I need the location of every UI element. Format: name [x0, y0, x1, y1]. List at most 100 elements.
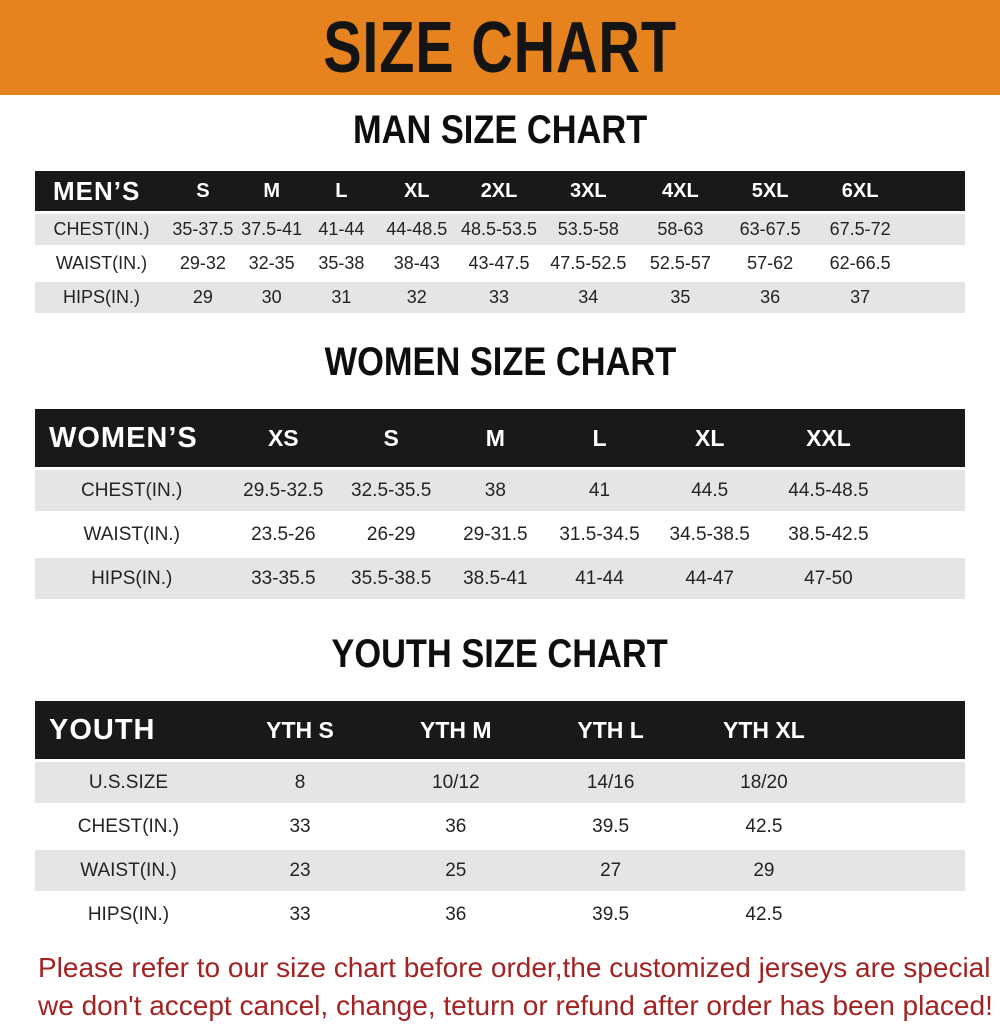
- size-column-header: 3XL: [541, 171, 635, 211]
- size-value-cell: 35: [634, 279, 726, 313]
- size-value-cell: 33-35.5: [228, 555, 339, 599]
- size-value-cell: 27: [533, 847, 688, 891]
- disclaimer-line-2: we don't accept cancel, change, teturn o…: [38, 990, 993, 1021]
- row-label: U.S.SIZE: [35, 759, 222, 803]
- size-column-header: XXL: [766, 409, 965, 467]
- size-value-cell: 39.5: [533, 803, 688, 847]
- size-value-cell: 36: [378, 891, 534, 935]
- size-column-header: L: [305, 171, 378, 211]
- size-value-cell: 38-43: [377, 245, 457, 279]
- size-value-cell: 58-63: [634, 211, 726, 245]
- size-value-cell: 62-66.5: [814, 245, 965, 279]
- size-value-cell: 41-44: [546, 555, 653, 599]
- size-value-cell: 29.5-32.5: [228, 467, 339, 511]
- size-value-cell: 48.5-53.5: [456, 211, 542, 245]
- youth-section-heading: YOUTH SIZE CHART: [331, 632, 669, 676]
- size-value-cell: 38.5-42.5: [766, 511, 965, 555]
- size-column-header: M: [237, 171, 306, 211]
- youth-size-table: YOUTH YTH S YTH M YTH L YTH XL U.S.SIZE …: [35, 701, 965, 935]
- size-column-header: 2XL: [456, 171, 542, 211]
- size-value-cell: 10/12: [378, 759, 534, 803]
- size-value-cell: 29: [167, 279, 238, 313]
- size-value-cell: 29-31.5: [444, 511, 547, 555]
- size-column-header: YTH L: [533, 701, 688, 759]
- womens-size-table: WOMEN’S XS S M L XL XXL CHEST(IN.) 29.5-…: [35, 409, 965, 599]
- size-column-header: XL: [377, 171, 457, 211]
- row-label: WAIST(IN.): [35, 245, 168, 279]
- row-label: WAIST(IN.): [35, 511, 229, 555]
- size-value-cell: 8: [221, 759, 379, 803]
- size-value-cell: 41: [546, 467, 653, 511]
- table-row: CHEST(IN.) 35-37.5 37.5-41 41-44 44-48.5…: [35, 211, 965, 245]
- size-value-cell: 30: [237, 279, 306, 313]
- disclaimer: Please refer to our size chart before or…: [38, 949, 1000, 1025]
- size-value-cell: 29: [687, 847, 965, 891]
- size-column-header: 5XL: [725, 171, 815, 211]
- size-value-cell: 39.5: [533, 891, 688, 935]
- size-value-cell: 67.5-72: [814, 211, 965, 245]
- size-value-cell: 44-47: [652, 555, 767, 599]
- table-row: HIPS(IN.) 33-35.5 35.5-38.5 38.5-41 41-4…: [35, 555, 965, 599]
- row-label: HIPS(IN.): [35, 555, 229, 599]
- banner-title: SIZE CHART: [323, 7, 677, 88]
- mens-size-table: MEN’S S M L XL 2XL 3XL 4XL 5XL 6XL CHEST…: [35, 171, 965, 313]
- table-row: CHEST(IN.) 33 36 39.5 42.5: [35, 803, 965, 847]
- size-value-cell: 14/16: [533, 759, 688, 803]
- size-value-cell: 34.5-38.5: [652, 511, 767, 555]
- size-column-header: M: [444, 409, 547, 467]
- size-value-cell: 44-48.5: [377, 211, 457, 245]
- size-value-cell: 36: [378, 803, 534, 847]
- size-value-cell: 23: [221, 847, 379, 891]
- size-value-cell: 33: [221, 803, 379, 847]
- size-chart-banner: SIZE CHART: [0, 0, 1000, 95]
- size-value-cell: 32.5-35.5: [338, 467, 445, 511]
- size-value-cell: 35-38: [305, 245, 378, 279]
- man-section-heading: MAN SIZE CHART: [352, 108, 648, 152]
- size-value-cell: 32-35: [237, 245, 306, 279]
- table-row: WAIST(IN.) 23.5-26 26-29 29-31.5 31.5-34…: [35, 511, 965, 555]
- size-value-cell: 53.5-58: [541, 211, 635, 245]
- size-value-cell: 38: [444, 467, 547, 511]
- size-value-cell: 23.5-26: [228, 511, 339, 555]
- size-value-cell: 31: [305, 279, 378, 313]
- table-row: U.S.SIZE 8 10/12 14/16 18/20: [35, 759, 965, 803]
- size-column-header: YTH XL: [687, 701, 965, 759]
- size-value-cell: 47.5-52.5: [541, 245, 635, 279]
- table-row: CHEST(IN.) 29.5-32.5 32.5-35.5 38 41 44.…: [35, 467, 965, 511]
- size-value-cell: 42.5: [687, 803, 965, 847]
- size-value-cell: 57-62: [725, 245, 815, 279]
- women-section-heading: WOMEN SIZE CHART: [324, 340, 676, 384]
- size-value-cell: 42.5: [687, 891, 965, 935]
- size-column-header: L: [546, 409, 653, 467]
- size-value-cell: 29-32: [167, 245, 238, 279]
- size-value-cell: 26-29: [338, 511, 445, 555]
- size-value-cell: 33: [221, 891, 379, 935]
- size-column-header: S: [338, 409, 445, 467]
- size-column-header: XL: [652, 409, 767, 467]
- mens-header-row: MEN’S S M L XL 2XL 3XL 4XL 5XL 6XL: [35, 171, 965, 211]
- row-label: HIPS(IN.): [35, 891, 222, 935]
- size-value-cell: 43-47.5: [456, 245, 542, 279]
- size-value-cell: 25: [378, 847, 534, 891]
- size-column-header: YTH M: [378, 701, 534, 759]
- womens-table-title: WOMEN’S: [35, 409, 229, 467]
- size-column-header: 6XL: [814, 171, 965, 211]
- size-value-cell: 47-50: [766, 555, 965, 599]
- size-value-cell: 37.5-41: [237, 211, 306, 245]
- row-label: WAIST(IN.): [35, 847, 222, 891]
- youth-header-row: YOUTH YTH S YTH M YTH L YTH XL: [35, 701, 965, 759]
- size-value-cell: 35-37.5: [167, 211, 238, 245]
- table-row: WAIST(IN.) 29-32 32-35 35-38 38-43 43-47…: [35, 245, 965, 279]
- size-value-cell: 32: [377, 279, 457, 313]
- mens-table-title: MEN’S: [35, 171, 168, 211]
- size-value-cell: 41-44: [305, 211, 378, 245]
- size-value-cell: 35.5-38.5: [338, 555, 445, 599]
- size-value-cell: 38.5-41: [444, 555, 547, 599]
- size-value-cell: 52.5-57: [634, 245, 726, 279]
- size-column-header: S: [167, 171, 238, 211]
- size-value-cell: 37: [814, 279, 965, 313]
- size-value-cell: 18/20: [687, 759, 965, 803]
- youth-table-title: YOUTH: [35, 701, 222, 759]
- size-value-cell: 33: [456, 279, 542, 313]
- size-column-header: XS: [228, 409, 339, 467]
